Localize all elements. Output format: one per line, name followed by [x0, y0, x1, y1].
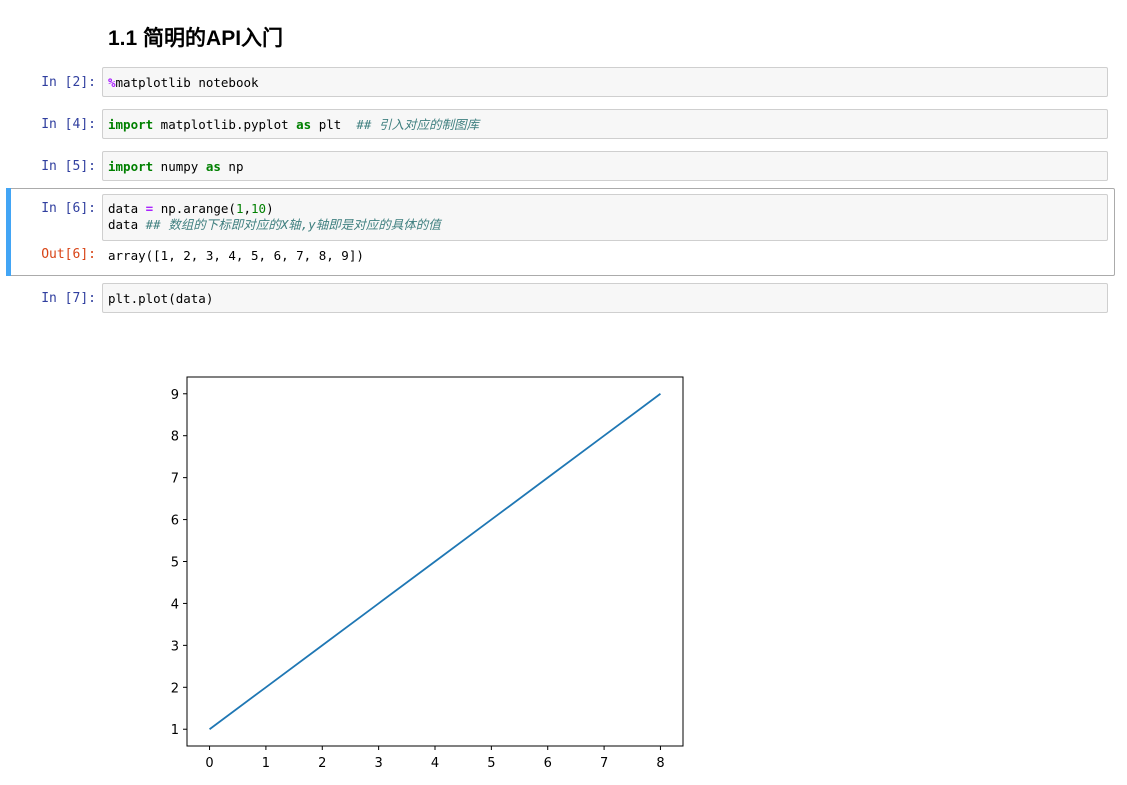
cell-6-input[interactable]: data = np.arange(1,10) data ## 数组的下标即对应的… [102, 194, 1108, 241]
cell-2-code: %matplotlib notebook [108, 75, 259, 91]
code-operator: = [145, 201, 154, 216]
code-text: ) [266, 201, 274, 216]
y-tick-label: 6 [171, 514, 179, 529]
cell-5-prompt: In [5]: [41, 159, 96, 174]
x-tick-label: 1 [262, 756, 270, 771]
cell-5-input[interactable]: import numpy as np [102, 151, 1108, 181]
code-module: numpy [153, 159, 206, 174]
magic-percent: % [108, 75, 116, 90]
code-comment: ## 数组的下标即对应的X轴,y轴即是对应的具体的值 [145, 217, 441, 232]
cell-4-input[interactable]: import matplotlib.pyplot as plt ## 引入对应的… [102, 109, 1108, 139]
x-tick-label: 4 [431, 756, 439, 771]
y-tick-label: 1 [171, 723, 179, 738]
magic-command: matplotlib notebook [115, 75, 259, 90]
section-heading: 1.1 简明的API入门 [108, 27, 284, 50]
cell-5-code: import numpy as np [108, 159, 243, 175]
x-tick-label: 5 [487, 756, 495, 771]
x-tick-label: 7 [600, 756, 608, 771]
cell-2-input[interactable]: %matplotlib notebook [102, 67, 1108, 97]
y-tick-label: 3 [171, 639, 179, 654]
selected-cell-indicator [6, 188, 11, 276]
keyword-as: as [296, 117, 312, 132]
cell-4-code: import matplotlib.pyplot as plt ## 引入对应的… [108, 117, 479, 133]
x-tick-label: 0 [205, 756, 213, 771]
y-tick-label: 2 [171, 681, 179, 696]
x-tick-label: 2 [318, 756, 326, 771]
code-number: 1 [235, 201, 244, 216]
code-comment: ## 引入对应的制图库 [356, 117, 479, 132]
cell-7-prompt: In [7]: [41, 291, 96, 306]
y-tick-label: 5 [171, 556, 179, 571]
code-text: data [108, 201, 146, 216]
code-number: 10 [251, 201, 267, 216]
y-tick-label: 7 [171, 472, 179, 487]
x-axis-ticks: 0 1 2 3 4 5 6 7 8 [205, 746, 665, 771]
cell-6-code-line-1: data = np.arange(1,10) [108, 201, 274, 217]
series-line [209, 393, 661, 730]
cell-6-out-prompt: Out[6]: [41, 247, 96, 262]
keyword-import: import [108, 117, 154, 132]
cell-6-output: array([1, 2, 3, 4, 5, 6, 7, 8, 9]) [108, 248, 364, 263]
code-alias: plt [311, 117, 357, 132]
y-tick-label: 8 [171, 430, 179, 445]
code-module: matplotlib.pyplot [153, 117, 297, 132]
cell-6-code-line-2: data ## 数组的下标即对应的X轴,y轴即是对应的具体的值 [108, 217, 441, 233]
cell-2-prompt: In [2]: [41, 75, 96, 90]
keyword-import: import [108, 159, 154, 174]
code-text: np.arange( [153, 201, 236, 216]
cell-7-code: plt.plot(data) [108, 291, 214, 306]
y-tick-label: 4 [171, 597, 179, 612]
cell-4-prompt: In [4]: [41, 117, 96, 132]
cell-6-prompt: In [6]: [41, 201, 96, 216]
code-text: , [243, 201, 252, 216]
code-text: data [108, 217, 146, 232]
cell-7-input[interactable]: plt.plot(data) [102, 283, 1108, 313]
keyword-as: as [205, 159, 221, 174]
x-tick-label: 6 [544, 756, 552, 771]
x-tick-label: 8 [656, 756, 664, 771]
code-alias: np [220, 159, 244, 174]
y-tick-label: 9 [171, 388, 179, 403]
y-axis-ticks: 1 2 3 4 5 6 7 8 9 [171, 388, 187, 738]
x-tick-label: 3 [374, 756, 382, 771]
